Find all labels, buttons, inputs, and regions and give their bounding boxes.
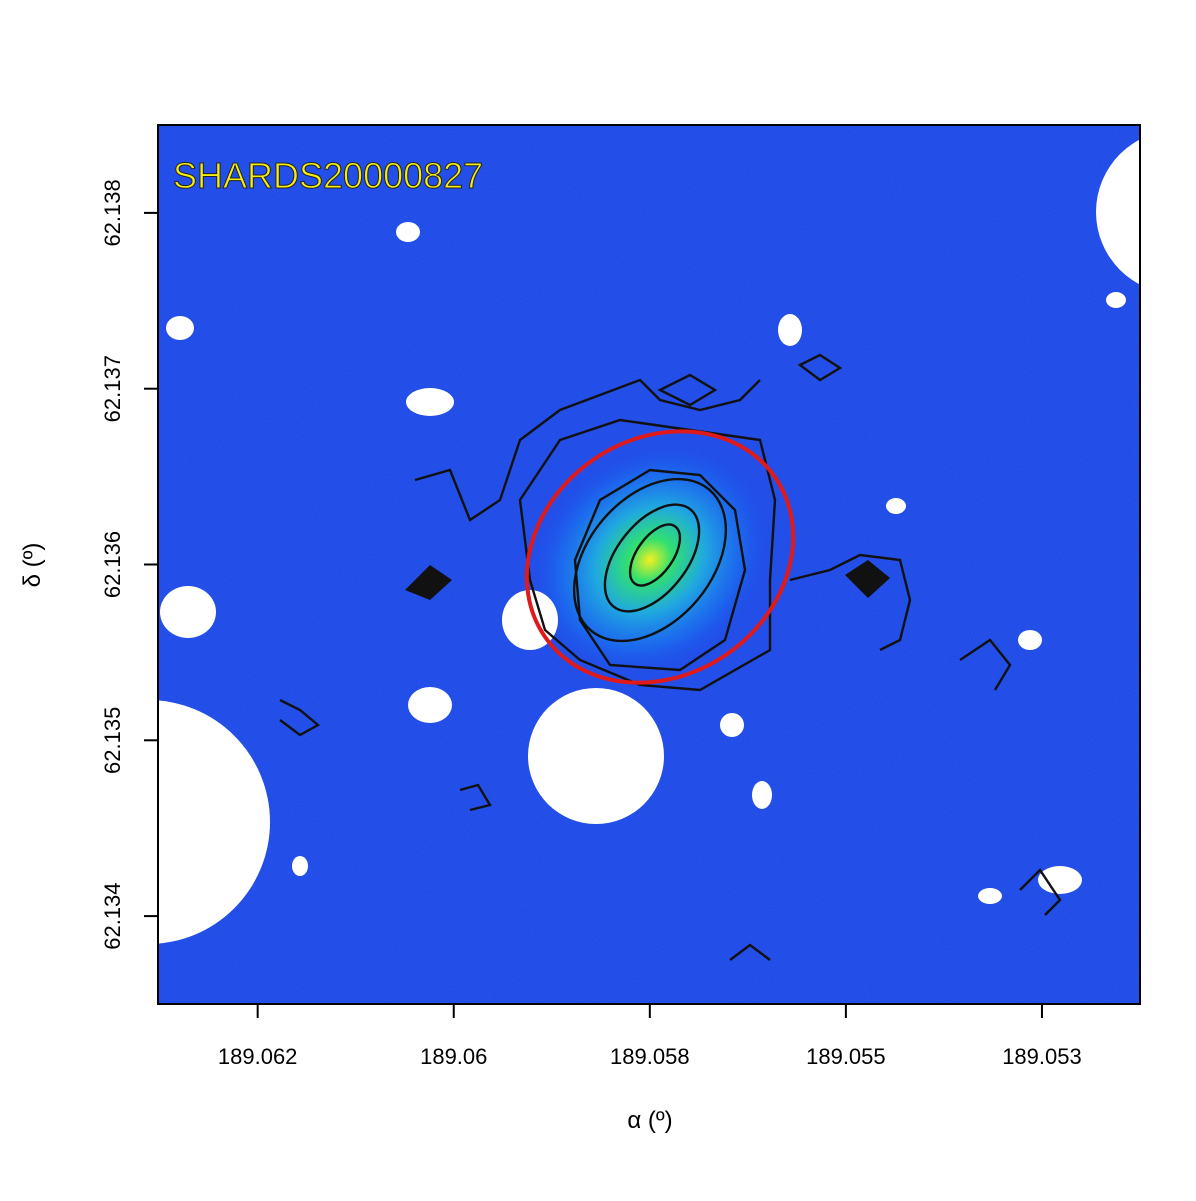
mask-blob [160,586,216,638]
galaxy-emission [527,441,773,679]
y-tick-label: 62.135 [100,707,125,774]
mask-blob [406,388,454,416]
contour [572,477,728,643]
contour [797,353,843,382]
y-tick-label: 62.138 [100,179,125,246]
x-tick-label: 189.058 [610,1044,690,1069]
contour [603,503,701,613]
contours [279,353,1062,961]
chart-title: SHARDS20000827 [173,155,483,196]
mask-circle [1096,139,1140,285]
mask-circle [158,700,270,944]
contour [729,943,771,961]
mask-blob [292,856,308,876]
contour-cluster [405,565,452,600]
mask-blob [396,222,420,242]
image [158,125,1140,1004]
y-tick-label: 62.134 [100,882,125,949]
contour [1019,868,1062,916]
mask-blob [752,781,772,809]
contour [657,373,718,407]
x-tick-label: 189.055 [806,1044,886,1069]
contour [518,418,777,692]
x-tick-label: 189.062 [218,1044,298,1069]
x-tick-label: 189.06 [420,1044,487,1069]
contour [279,698,321,737]
contour-cluster [845,560,890,598]
contour [628,523,682,587]
y-tick-label: 62.137 [100,355,125,422]
contour [414,378,761,522]
contour [789,553,912,652]
masked-regions [158,139,1140,944]
mask-blob [408,687,452,723]
mask-blob [978,888,1002,904]
mask-blob [166,316,194,340]
mask-blob [1018,630,1042,650]
contour [573,468,747,672]
mask-blob [778,314,802,346]
aperture-ellipse [524,429,796,685]
mask-blob [1038,866,1082,894]
mask-blob [720,713,744,737]
x-axis-label: α (º) [627,1107,672,1134]
y-axis-label: δ (º) [19,543,46,588]
mask-circle [528,688,664,824]
contour [959,638,1012,691]
x-tick-label: 189.053 [1002,1044,1082,1069]
mask-blob [886,498,906,514]
contour [459,783,492,812]
y-tick-label: 62.136 [100,531,125,598]
mask-blob [1106,292,1126,308]
